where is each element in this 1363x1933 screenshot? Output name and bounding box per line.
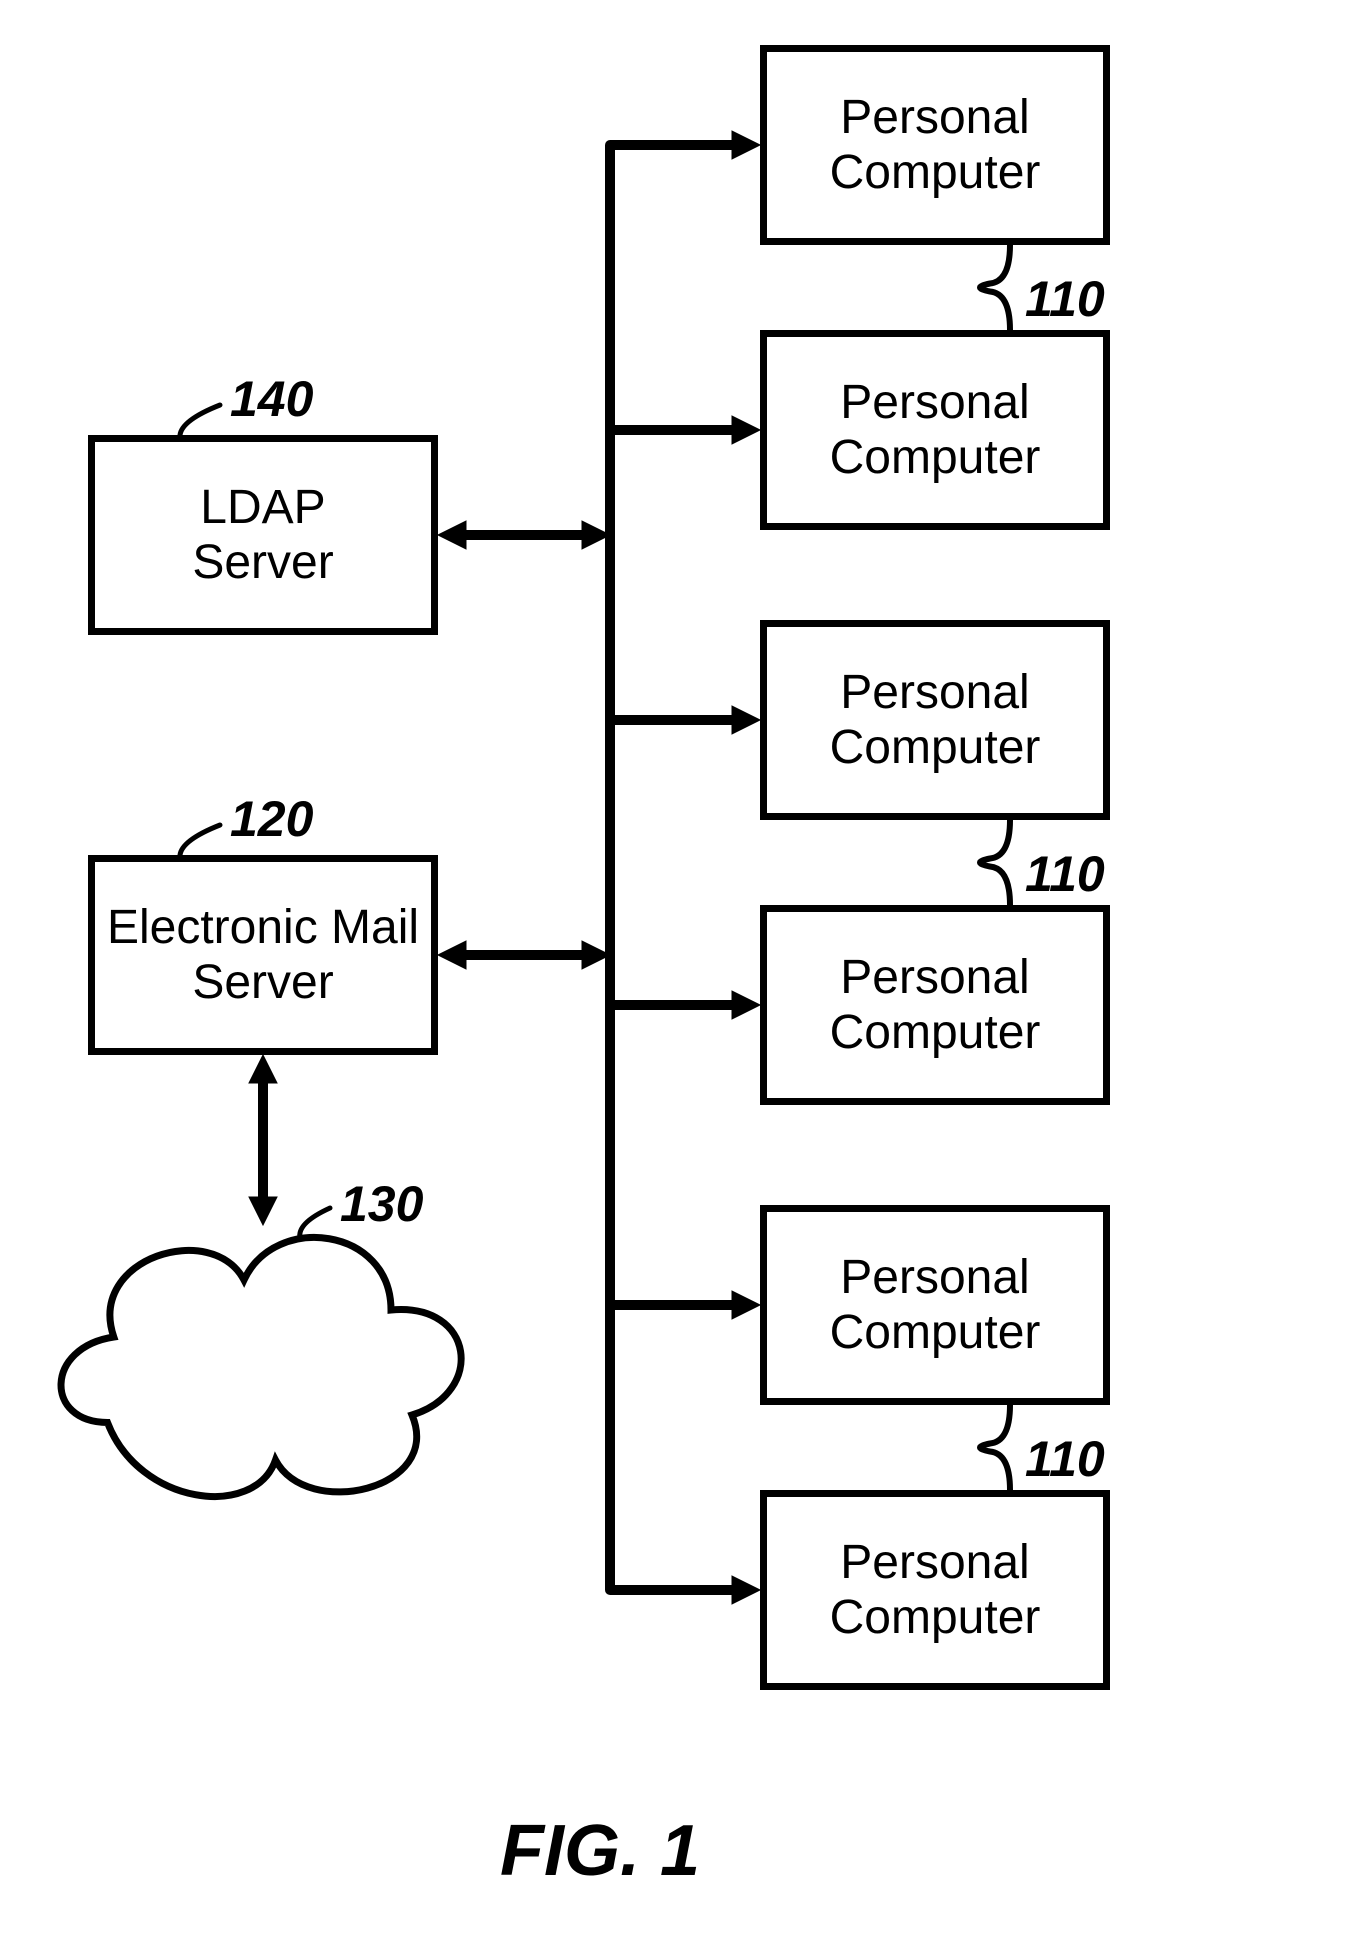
connector-overlay [0, 0, 1363, 1933]
ref-leader [300, 1208, 330, 1238]
diagram-canvas: LDAPServer Electronic MailServer Persona… [0, 0, 1363, 1933]
ref-leader [180, 405, 220, 435]
ref-leader [180, 825, 220, 855]
pc-pair-brace [980, 1405, 1010, 1490]
cloud-icon [61, 1237, 461, 1496]
pc-pair-brace [980, 820, 1010, 905]
pc-pair-brace [980, 245, 1010, 330]
